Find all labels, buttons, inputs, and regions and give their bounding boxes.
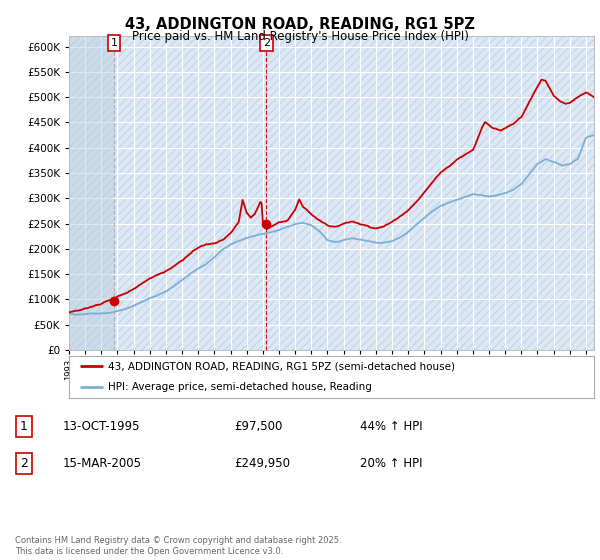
- Text: 2: 2: [263, 38, 270, 48]
- Text: 20% ↑ HPI: 20% ↑ HPI: [360, 457, 422, 470]
- Text: HPI: Average price, semi-detached house, Reading: HPI: Average price, semi-detached house,…: [109, 382, 372, 392]
- Text: 2: 2: [20, 457, 28, 470]
- Text: 15-MAR-2005: 15-MAR-2005: [63, 457, 142, 470]
- Bar: [69, 36, 114, 350]
- Text: 43, ADDINGTON ROAD, READING, RG1 5PZ (semi-detached house): 43, ADDINGTON ROAD, READING, RG1 5PZ (se…: [109, 361, 455, 371]
- Text: 44% ↑ HPI: 44% ↑ HPI: [360, 420, 422, 433]
- Text: 1: 1: [20, 420, 28, 433]
- Text: Contains HM Land Registry data © Crown copyright and database right 2025.
This d: Contains HM Land Registry data © Crown c…: [15, 536, 341, 556]
- Text: Price paid vs. HM Land Registry's House Price Index (HPI): Price paid vs. HM Land Registry's House …: [131, 30, 469, 43]
- Text: 1: 1: [110, 38, 118, 48]
- Text: £97,500: £97,500: [234, 420, 283, 433]
- Text: £249,950: £249,950: [234, 457, 290, 470]
- Text: 13-OCT-1995: 13-OCT-1995: [63, 420, 140, 433]
- Text: 43, ADDINGTON ROAD, READING, RG1 5PZ: 43, ADDINGTON ROAD, READING, RG1 5PZ: [125, 17, 475, 32]
